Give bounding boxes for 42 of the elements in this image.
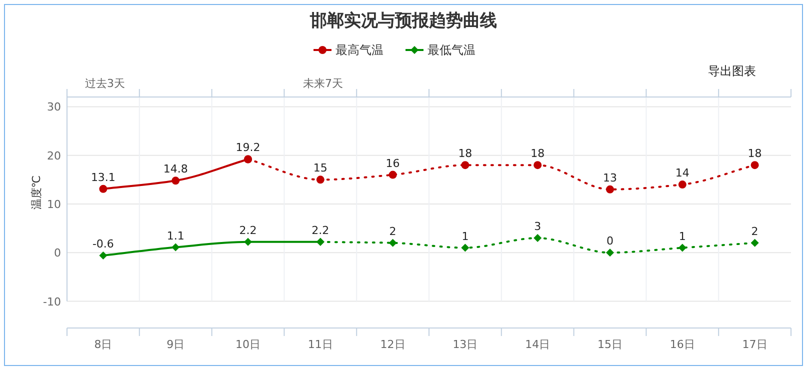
y-tick-label: 20 — [47, 149, 61, 162]
data-label: 13 — [603, 171, 617, 184]
x-tick-label: 8日 — [94, 338, 112, 351]
y-axis-title: 温度℃ — [30, 175, 43, 210]
data-label: 15 — [313, 162, 328, 175]
data-label: 14 — [675, 166, 690, 180]
data-label: 16 — [386, 156, 400, 170]
text: 导出图表 — [708, 64, 756, 78]
data-label: 18 — [748, 147, 762, 160]
x-tick-label: 16日 — [670, 338, 695, 351]
data-label: 2.2 — [312, 224, 330, 237]
text: 未来7天 — [303, 77, 343, 90]
chart-title: 邯郸实况与预报趋势曲线 — [309, 11, 497, 31]
y-tick-label: 30 — [47, 100, 61, 114]
data-label: 2 — [751, 224, 758, 238]
legend-label: 最低气温 — [428, 43, 476, 57]
data-label: 13.1 — [90, 170, 116, 184]
x-tick-label: 9日 — [166, 338, 185, 351]
data-label: 14.8 — [163, 162, 188, 176]
x-tick-label: 17日 — [742, 338, 768, 351]
x-tick-label: 12日 — [380, 338, 406, 351]
data-label: 1.1 — [166, 229, 184, 242]
y-tick-label: 0 — [54, 246, 61, 260]
data-label: 0 — [606, 234, 614, 248]
y-tick-label: 10 — [47, 198, 61, 211]
x-tick-label: 15日 — [598, 338, 622, 351]
data-label: 2.2 — [239, 224, 257, 237]
data-label: 1 — [678, 230, 686, 243]
x-tick-label: 14日 — [525, 338, 550, 351]
x-tick-label: 10日 — [236, 338, 260, 351]
x-tick-label: 11日 — [308, 338, 333, 351]
data-label: 18 — [530, 147, 545, 160]
y-tick-label: -10 — [43, 295, 61, 308]
legend-label: 最高气温 — [336, 43, 384, 57]
data-label: 19.2 — [236, 141, 260, 154]
text: 过去3天 — [85, 77, 125, 90]
data-label: 2 — [389, 224, 396, 238]
data-label: 3 — [534, 220, 542, 234]
x-tick-label: 13日 — [452, 338, 478, 351]
data-label: 18 — [458, 147, 472, 160]
data-label: -0.6 — [92, 238, 114, 251]
data-label: 1 — [462, 230, 469, 243]
